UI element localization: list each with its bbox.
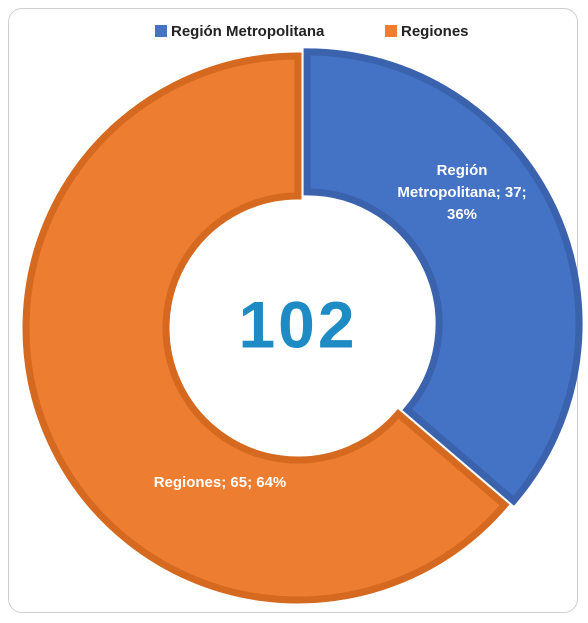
legend-label: Regiones <box>401 23 469 40</box>
donut-slice <box>22 52 510 604</box>
data-label: Regiones; 65; 64% <box>153 474 287 491</box>
legend-label: Región Metropolitana <box>171 23 325 40</box>
center-total: 102 <box>238 287 357 361</box>
donut-slice <box>303 48 583 506</box>
legend-swatch <box>155 25 167 37</box>
data-label: Región Metropolitana; 37; 36% <box>397 162 527 223</box>
legend-swatch <box>385 25 397 37</box>
